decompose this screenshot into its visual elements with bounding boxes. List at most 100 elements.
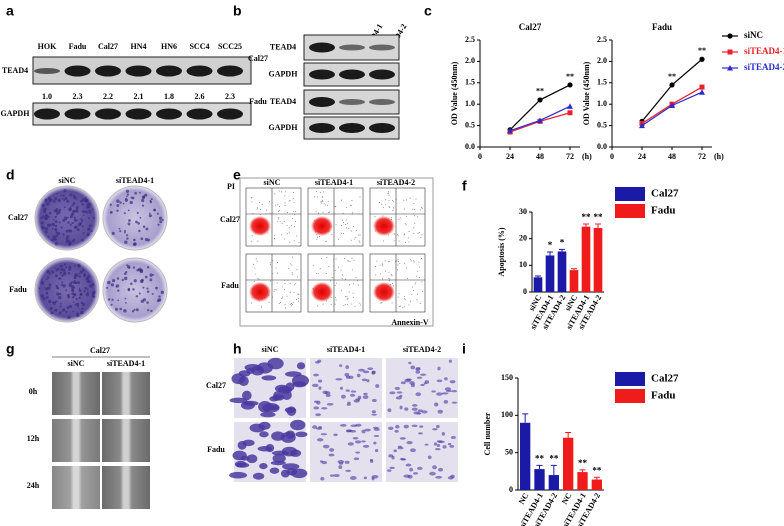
cell [373, 435, 380, 438]
cell [411, 424, 418, 428]
colony [92, 290, 96, 294]
colony [76, 313, 80, 318]
cell [259, 431, 269, 438]
event [421, 258, 423, 260]
x-tick-label: 24 [638, 152, 646, 161]
colony [116, 199, 120, 203]
cell [229, 397, 248, 404]
event [345, 295, 347, 297]
event [400, 305, 402, 307]
cell [362, 444, 370, 448]
marker [537, 117, 543, 123]
cell [403, 424, 409, 429]
event [392, 207, 394, 209]
cell [311, 383, 319, 388]
event [397, 259, 399, 261]
colony [117, 299, 120, 302]
event [323, 203, 325, 205]
cell [353, 457, 360, 461]
event [341, 278, 343, 280]
colony [85, 210, 89, 214]
colony [111, 278, 116, 283]
colony [111, 298, 114, 301]
cell [354, 440, 362, 444]
event [388, 280, 390, 282]
event [289, 291, 291, 293]
event [353, 259, 355, 261]
event [349, 284, 351, 286]
cell [436, 424, 440, 429]
legend-swatch [615, 389, 645, 403]
colony [61, 197, 64, 200]
event [359, 234, 361, 236]
event [335, 296, 337, 298]
event [261, 306, 263, 308]
event [359, 304, 361, 306]
event [413, 290, 415, 292]
colony [126, 264, 129, 267]
event [278, 217, 280, 219]
cell [419, 425, 424, 428]
event [418, 261, 420, 263]
colony [65, 218, 68, 221]
colony [60, 311, 63, 313]
lane-label: SCC4 [189, 42, 209, 51]
wound-image [52, 466, 100, 509]
colony [72, 310, 74, 313]
event [275, 204, 277, 206]
bar [545, 255, 555, 292]
cell [229, 471, 248, 479]
colony [148, 214, 152, 218]
lane-label: HOK [38, 42, 57, 51]
cell [436, 443, 441, 447]
event [352, 292, 354, 294]
colony [111, 231, 115, 235]
colony [88, 209, 91, 212]
event [420, 237, 422, 239]
colony [48, 211, 52, 215]
colony [90, 230, 93, 233]
event [333, 258, 335, 260]
colony [87, 291, 89, 293]
event [379, 273, 381, 275]
cell [437, 366, 441, 371]
event [317, 305, 319, 307]
cell [371, 370, 376, 374]
event [359, 196, 361, 198]
colony [69, 193, 73, 197]
colony [73, 216, 76, 219]
event [381, 265, 383, 267]
colony [41, 225, 44, 229]
y-axis-label: OD Value (450nm) [582, 61, 591, 125]
event [289, 303, 291, 305]
colony [43, 286, 46, 289]
event [334, 270, 336, 272]
error-bar [595, 223, 601, 228]
marker [699, 89, 705, 95]
colony [42, 297, 46, 301]
colony [40, 221, 44, 225]
colony [46, 269, 50, 274]
event [287, 211, 289, 213]
colony [121, 278, 125, 282]
colony [83, 272, 86, 275]
event [286, 295, 288, 297]
event [389, 206, 391, 208]
cell [417, 466, 423, 471]
cell [344, 372, 350, 377]
colony [43, 210, 47, 214]
event [415, 198, 417, 200]
column-label: siTEAD4-2 [377, 178, 415, 187]
cell [258, 421, 271, 430]
cell [361, 378, 368, 382]
event [413, 260, 415, 262]
colony [80, 199, 83, 203]
colony [45, 296, 49, 299]
event [419, 209, 421, 211]
colony [75, 281, 78, 284]
event [414, 283, 416, 285]
event [416, 275, 418, 277]
event [416, 293, 418, 295]
cell [350, 424, 358, 427]
colony [125, 195, 128, 198]
